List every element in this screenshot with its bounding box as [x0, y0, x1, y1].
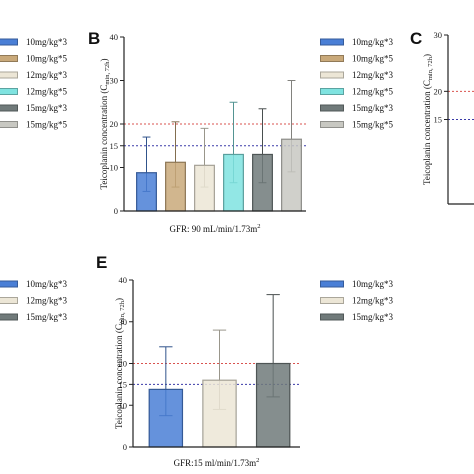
chart-c-ylabel-sub: min, 72h — [427, 56, 434, 80]
legend-d: 10mg/kg*3 12mg/kg*3 15mg/kg*3 — [0, 279, 68, 322]
chart-e-ylabel: Teicoplanin concentration (Cmin, 72h) — [114, 298, 126, 429]
chart-c-ytick-label-15: 15 — [434, 115, 443, 125]
chart-c-ylabel-end: ) — [422, 54, 432, 57]
chart-b-xlabel-sup: 2 — [257, 223, 260, 230]
legend-a-label-2: 10mg/kg*5 — [26, 54, 68, 64]
legend-b-label-1: 10mg/kg*3 — [352, 37, 394, 47]
chart-e-bar-2 — [202, 379, 237, 448]
legend-e-label-1: 10mg/kg*3 — [352, 279, 394, 289]
legend-d-label-2: 12mg/kg*3 — [26, 296, 68, 306]
chart-b-bar-4 — [223, 153, 244, 212]
chart-e-ytick-label-15: 15 — [119, 379, 128, 389]
chart-c-ylabel: Teicoplanin concentration (Cmin, 72h) — [422, 54, 434, 185]
chart-b-ylabel: Teicoplanin concentration (Cmin, 72h) — [99, 59, 111, 190]
chart-e-xlabel-sup: 2 — [256, 457, 259, 464]
panel-c-letter: C — [410, 29, 422, 48]
chart-e-bar-3 — [255, 362, 291, 448]
chart-c-ytick-label-20: 20 — [434, 86, 443, 96]
chart-e-ytick-label-30: 30 — [119, 317, 128, 327]
chart-b-bar-6 — [281, 138, 302, 212]
chart-b-bar-1 — [136, 172, 157, 212]
legend-a-label-5: 15mg/kg*3 — [26, 103, 68, 113]
legend-a-label-6: 15mg/kg*5 — [26, 120, 68, 130]
chart-b-ytick-label-15: 15 — [110, 141, 119, 151]
chart-b-xlabel-main: GFR: 90 mL/min/1.73m — [169, 224, 257, 234]
legend-b-label-2: 10mg/kg*5 — [352, 54, 394, 64]
chart-e-bar-1 — [148, 388, 184, 448]
panel-e: E 0 10 15 20 30 40 Teicoplanin concentration (… — [96, 253, 394, 468]
chart-b-ylabel-main: Teicoplanin concentration (C — [99, 85, 109, 190]
chart-c-ylabel-main: Teicoplanin concentration (C — [422, 80, 432, 185]
legend-e: 10mg/kg*3 12mg/kg*3 15mg/kg*3 — [320, 279, 394, 322]
panel-b-letter: B — [88, 29, 100, 48]
chart-e-ytick-label-0: 0 — [123, 442, 127, 452]
chart-b-bar-3 — [194, 164, 215, 212]
chart-e-xlabel: GFR:15 ml/min/1.73m2 — [174, 457, 260, 468]
chart-b: 0 10 15 20 30 40 Teicoplanin concentration (Cm… — [99, 32, 306, 234]
panel-e-letter: E — [96, 253, 107, 272]
legend-a-label-3: 12mg/kg*3 — [26, 70, 68, 80]
chart-b-ylabel-sub: min, 72h — [104, 61, 111, 85]
legend-b-label-4: 12mg/kg*5 — [352, 87, 394, 97]
legend-b: 10mg/kg*3 10mg/kg*5 12mg/kg*3 12mg/kg*5 15mg… — [320, 37, 394, 130]
legend-d-label-1: 10mg/kg*3 — [26, 279, 68, 289]
legend-a-label-1: 10mg/kg*3 — [26, 37, 68, 47]
chart-c-ytick-label-30: 30 — [434, 30, 443, 40]
chart-b-ytick-label-0: 0 — [114, 206, 118, 216]
chart-e-ylabel-sub: min, 72h — [119, 300, 126, 324]
chart-b-ytick-label-40: 40 — [110, 32, 119, 42]
panel-b: B 0 10 15 20 30 40 Teicoplanin concentration (… — [88, 29, 394, 234]
chart-e: 0 10 15 20 30 40 Teicoplanin concentration (Cm… — [114, 275, 300, 468]
chart-b-ytick-label-30: 30 — [110, 76, 119, 86]
legend-b-label-6: 15mg/kg*5 — [352, 120, 394, 130]
chart-b-bar-2 — [165, 161, 186, 212]
chart-e-ylabel-main: Teicoplanin concentration (C — [114, 324, 124, 429]
legend-e-label-3: 15mg/kg*3 — [352, 312, 394, 322]
legend-a-label-4: 12mg/kg*5 — [26, 87, 68, 97]
legend-d-label-3: 15mg/kg*3 — [26, 312, 68, 322]
chart-b-ytick-label-20: 20 — [110, 119, 119, 129]
legend-b-label-5: 15mg/kg*3 — [352, 103, 394, 113]
legend-e-label-2: 12mg/kg*3 — [352, 296, 394, 306]
chart-e-ytick-label-20: 20 — [119, 359, 128, 369]
chart-e-xlabel-main: GFR:15 ml/min/1.73m — [174, 458, 257, 468]
chart-e-ytick-label-10: 10 — [119, 400, 128, 410]
chart-b-ylabel-end: ) — [99, 59, 109, 62]
legend-b-label-3: 12mg/kg*3 — [352, 70, 394, 80]
chart-b-xlabel: GFR: 90 mL/min/1.73m2 — [169, 223, 260, 234]
chart-b-bar-5 — [252, 153, 273, 212]
chart-e-ylabel-end: ) — [114, 298, 124, 301]
chart-e-ytick-label-40: 40 — [119, 275, 128, 285]
legend-a: 10mg/kg*3 10mg/kg*5 12mg/kg*3 12mg/kg*5 15mg… — [0, 37, 68, 130]
chart-b-ytick-label-10: 10 — [110, 163, 119, 173]
